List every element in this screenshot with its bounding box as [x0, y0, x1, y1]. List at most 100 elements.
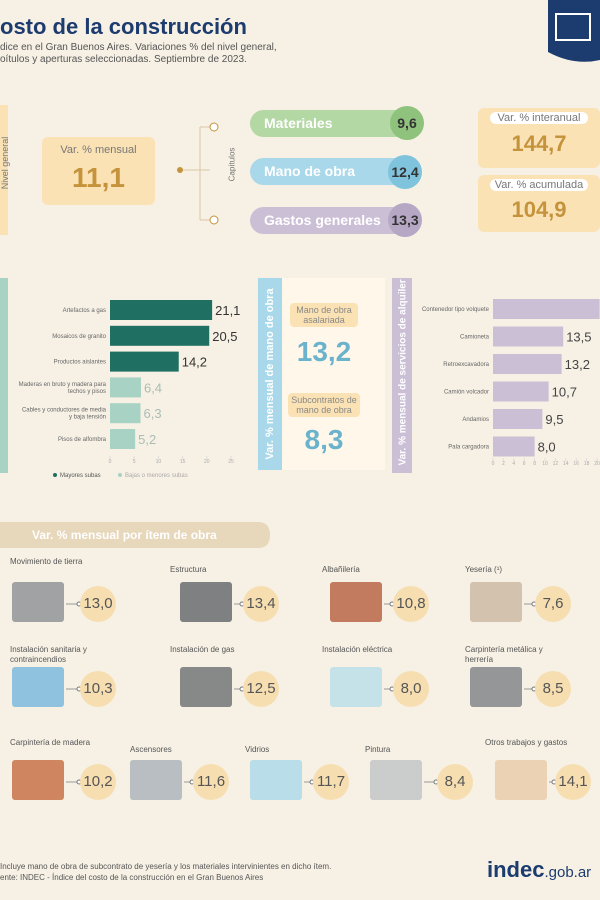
- connector-dot: [177, 167, 183, 173]
- category-label: Camioneta: [460, 335, 490, 341]
- x-tick-label: 4: [512, 461, 515, 467]
- category-label: Pala cargadora: [448, 445, 489, 451]
- side-label: Nivel general: [0, 136, 10, 190]
- labor-axis-label: Var. % mensual de mano de obra: [264, 288, 276, 460]
- labor-item-label: Mano de obra asalariada: [290, 303, 358, 327]
- item-illustration: [130, 760, 182, 800]
- bar: [110, 429, 136, 449]
- item-illustration: [180, 582, 232, 622]
- x-tick-label: 20: [594, 461, 600, 467]
- bar: [493, 436, 535, 457]
- item-label: Ascensores: [130, 745, 172, 754]
- category-label: Contenedor tipo volquete: [422, 307, 490, 313]
- interannual-box: Var. % interanual 144,7: [478, 108, 600, 168]
- bar: [110, 300, 213, 320]
- x-tick-label: 0: [492, 461, 495, 467]
- subtitle: dice en el Gran Buenos Aires. Variacione…: [0, 42, 277, 53]
- footnote: Incluye mano de obra de subcontrato de y…: [0, 862, 332, 871]
- x-tick-label: 12: [553, 461, 559, 467]
- item-label: Otros trabajos y gastos: [485, 738, 568, 747]
- connector-dot: [209, 215, 219, 225]
- legend-label: Mayores subas: [60, 473, 101, 479]
- value-label: 5,2: [138, 432, 156, 447]
- rental-strip: [392, 278, 412, 473]
- chapter-pill: Mano de obra: [250, 158, 414, 185]
- chapter-pill: Gastos generales: [250, 207, 414, 234]
- labor-item-value: 13,2: [296, 336, 352, 367]
- interannual-value: 144,7: [511, 131, 567, 156]
- item-label: Carpintería metálica y herrería: [465, 645, 543, 664]
- accumulated-box: Var. % acumulada 104,9: [478, 175, 600, 232]
- item-label: Movimiento de tierra: [10, 557, 83, 566]
- logo-main: indec: [487, 857, 545, 882]
- bar: [110, 403, 141, 424]
- header-icon: [548, 0, 600, 62]
- bar: [493, 354, 562, 374]
- monthly-box: Var. % mensual 11,1: [42, 137, 155, 205]
- title: osto de la construcción: [0, 14, 247, 39]
- x-tick-label: 6: [523, 461, 526, 467]
- item-value: 10,2: [80, 764, 116, 800]
- item-illustration: [12, 667, 64, 707]
- item-value: 7,6: [535, 586, 571, 622]
- icon-wall: [555, 13, 591, 41]
- items-header-bg: [0, 522, 270, 548]
- item-illustration: [12, 760, 64, 800]
- item-value: 13,0: [80, 586, 116, 622]
- item-value: 12,5: [243, 671, 279, 707]
- x-tick-label: 25: [228, 459, 234, 465]
- x-tick-label: 16: [573, 461, 579, 467]
- side-panel: [0, 278, 8, 473]
- label-line: techos y pisos: [68, 389, 106, 395]
- source: ente: INDEC - Índice del costo de la con…: [0, 873, 264, 882]
- chapter-pill: Materiales: [250, 110, 414, 137]
- item-label: Instalación de gas: [170, 645, 235, 654]
- item-illustration: [470, 582, 522, 622]
- chapters-label: Capítulos: [227, 147, 237, 182]
- item-value: 10,8: [393, 586, 429, 622]
- value-label: 9,5: [545, 412, 563, 427]
- x-tick-label: 18: [584, 461, 590, 467]
- bar: [110, 351, 179, 372]
- category-label: Mosaicos de granito: [52, 334, 106, 340]
- item-value: 14,1: [555, 764, 591, 800]
- monthly-value: 11,1: [72, 162, 125, 193]
- x-tick-label: 0: [109, 459, 112, 465]
- connector: [183, 126, 210, 221]
- item-illustration: [330, 667, 382, 707]
- bar: [493, 326, 564, 347]
- chapter-value: 13,3: [388, 203, 422, 237]
- legend-swatch: [118, 473, 122, 477]
- item-label: Vidrios: [245, 745, 270, 754]
- x-tick-label: 14: [563, 461, 569, 467]
- item-value: 8,5: [535, 671, 571, 707]
- item-label: Albañilería: [322, 565, 360, 574]
- label-line: Cables y conductores de media: [22, 408, 107, 414]
- x-tick-label: 8: [533, 461, 536, 467]
- bar: [493, 381, 549, 402]
- item-label: Yesería (¹): [465, 565, 503, 574]
- category-label: Artefactos a gas: [63, 308, 106, 314]
- category-label: Productos aislantes: [54, 360, 106, 366]
- side-panel: [0, 105, 8, 235]
- x-tick-label: 20: [204, 459, 210, 465]
- label-line: y baja tensión: [69, 415, 106, 421]
- value-label: 6,3: [143, 406, 161, 421]
- item-label: Instalación eléctrica: [322, 645, 393, 654]
- item-value: 8,4: [437, 764, 473, 800]
- category-label: Retroexcavadora: [443, 362, 489, 368]
- value-label: 14,2: [182, 355, 207, 370]
- logo: indec.gob.ar: [487, 857, 591, 883]
- item-value: 11,7: [313, 764, 349, 800]
- accumulated-value: 104,9: [511, 197, 567, 222]
- x-tick-label: 5: [133, 459, 136, 465]
- x-tick-label: 10: [542, 461, 548, 467]
- x-tick-label: 10: [156, 459, 162, 465]
- item-value: 11,6: [193, 764, 229, 800]
- item-label: Pintura: [365, 745, 391, 754]
- category-label: Andamios: [462, 417, 489, 423]
- x-tick-label: 2: [502, 461, 505, 467]
- item-illustration: [495, 760, 547, 800]
- labor-item-label: Subcontratos de mano de obra: [288, 393, 360, 417]
